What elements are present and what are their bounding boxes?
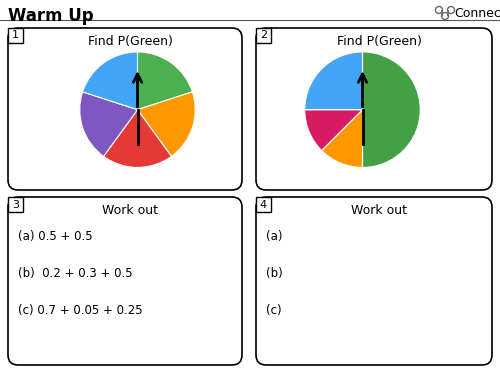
Wedge shape <box>104 110 172 167</box>
Wedge shape <box>322 110 362 167</box>
Wedge shape <box>305 110 362 150</box>
Text: (c): (c) <box>266 304 281 317</box>
Text: Connect: Connect <box>454 7 500 20</box>
Text: 1: 1 <box>12 30 19 40</box>
FancyBboxPatch shape <box>8 28 23 43</box>
Text: Work out: Work out <box>102 204 158 217</box>
FancyBboxPatch shape <box>256 28 271 43</box>
FancyBboxPatch shape <box>8 28 242 190</box>
Text: 2: 2 <box>260 30 267 40</box>
Wedge shape <box>362 52 420 167</box>
Text: 3: 3 <box>12 200 19 210</box>
Wedge shape <box>138 92 195 156</box>
FancyBboxPatch shape <box>256 197 492 365</box>
Text: Work out: Work out <box>351 204 407 217</box>
FancyBboxPatch shape <box>256 197 271 212</box>
Text: (b): (b) <box>266 267 283 280</box>
FancyBboxPatch shape <box>256 28 492 190</box>
Wedge shape <box>82 52 138 110</box>
Text: (b)  0.2 + 0.3 + 0.5: (b) 0.2 + 0.3 + 0.5 <box>18 267 132 280</box>
Text: Find P(Green): Find P(Green) <box>88 35 172 48</box>
Text: Warm Up: Warm Up <box>8 7 93 25</box>
Text: (a): (a) <box>266 230 282 243</box>
Text: (a) 0.5 + 0.5: (a) 0.5 + 0.5 <box>18 230 92 243</box>
FancyBboxPatch shape <box>8 197 242 365</box>
Wedge shape <box>138 52 192 110</box>
Text: (c) 0.7 + 0.05 + 0.25: (c) 0.7 + 0.05 + 0.25 <box>18 304 142 317</box>
Text: Find P(Green): Find P(Green) <box>336 35 422 48</box>
Wedge shape <box>305 52 362 110</box>
Text: 4: 4 <box>260 200 267 210</box>
FancyBboxPatch shape <box>8 197 23 212</box>
Wedge shape <box>80 92 138 156</box>
